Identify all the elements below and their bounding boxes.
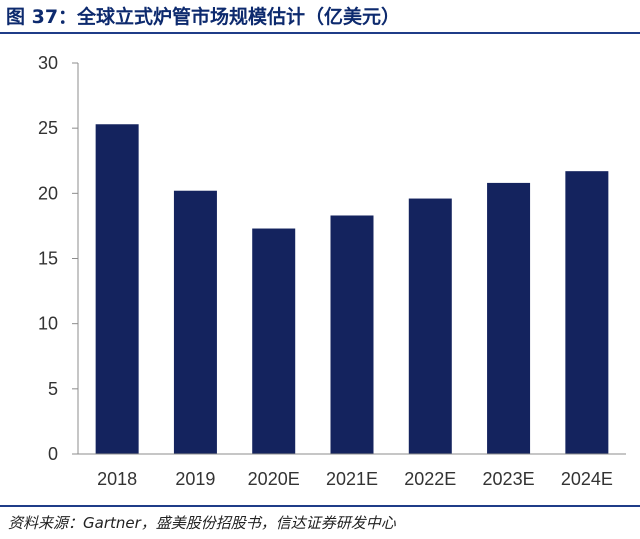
x-tick-label: 2021E — [326, 469, 378, 489]
bar-2024e — [565, 171, 609, 454]
y-tick-label: 10 — [38, 314, 58, 334]
source-divider — [0, 505, 640, 507]
y-tick-label: 25 — [38, 118, 58, 138]
source-note: 资料来源：Gartner，盛美股份招股书，信达证券研发中心 — [8, 514, 396, 532]
bar-2019 — [173, 190, 217, 454]
title-divider — [0, 32, 640, 34]
x-tick-label: 2024E — [561, 469, 613, 489]
bar-2020e — [252, 228, 296, 454]
x-tick-label: 2020E — [248, 469, 300, 489]
y-tick-label: 0 — [48, 444, 58, 464]
x-tick-label: 2018 — [97, 469, 137, 489]
bar-2022e — [408, 198, 452, 454]
x-tick-label: 2019 — [175, 469, 215, 489]
y-tick-label: 5 — [48, 379, 58, 399]
y-axis: 0 5 10 15 20 25 30 — [38, 53, 78, 464]
x-tick-label: 2023E — [483, 469, 535, 489]
y-tick-label: 30 — [38, 53, 58, 73]
bar-2018 — [95, 124, 139, 455]
y-tick-label: 15 — [38, 249, 58, 269]
figure-title: 图 37：全球立式炉管市场规模估计（亿美元） — [6, 6, 401, 28]
x-tick-label: 2022E — [404, 469, 456, 489]
bar-2023e — [487, 182, 531, 454]
bar-series — [95, 124, 609, 455]
y-tick-label: 20 — [38, 183, 58, 203]
x-axis: 2018 2019 2020E 2021E 2022E 2023E 2024E — [97, 469, 613, 489]
bar-2021e — [330, 215, 374, 454]
